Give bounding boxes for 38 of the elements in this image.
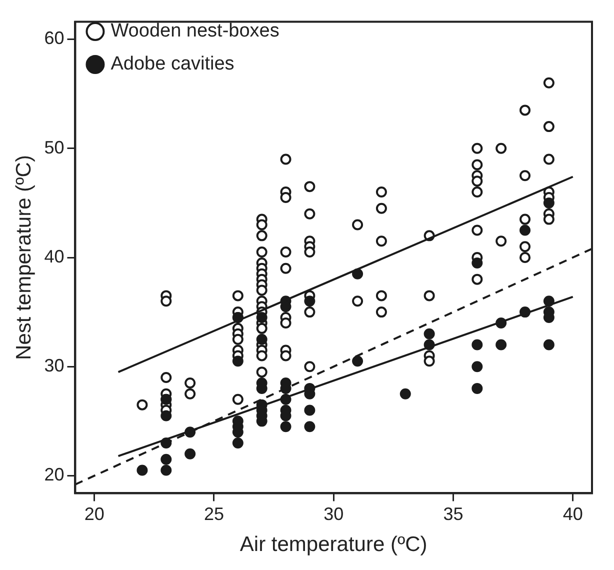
legend-label: Adobe cavities [110, 54, 234, 75]
point [160, 410, 172, 422]
point [136, 464, 148, 476]
x-tick-label: 30 [324, 504, 344, 524]
point [256, 334, 268, 345]
point [232, 356, 244, 367]
y-tick-label: 30 [44, 356, 64, 376]
point [496, 339, 507, 350]
point [520, 224, 531, 236]
point [543, 197, 554, 208]
point [424, 328, 435, 340]
point [352, 356, 364, 367]
point [160, 454, 172, 465]
point [160, 464, 172, 476]
point [184, 448, 196, 460]
point [543, 339, 554, 350]
x-axis-title: Air temperature (ºC) [240, 533, 428, 556]
y-tick-label: 60 [44, 28, 64, 48]
point [232, 438, 244, 449]
point [472, 339, 483, 350]
x-tick-label: 40 [562, 504, 583, 524]
point [304, 421, 316, 432]
point [280, 421, 292, 432]
legend-label: Wooden nest-boxes [110, 20, 280, 42]
x-tick-label: 35 [443, 504, 464, 524]
point [472, 257, 483, 268]
point [400, 388, 411, 400]
y-axis-title: Nest temperature (ºC) [12, 155, 36, 360]
point [472, 382, 483, 394]
x-tick-label: 20 [84, 504, 104, 524]
y-tick-label: 20 [44, 464, 64, 485]
point [304, 404, 316, 416]
point [304, 296, 316, 307]
point [256, 312, 268, 324]
x-tick-label: 25 [204, 504, 224, 524]
y-tick-label: 50 [44, 137, 64, 158]
y-tick-label: 40 [44, 246, 64, 266]
point [472, 361, 483, 372]
